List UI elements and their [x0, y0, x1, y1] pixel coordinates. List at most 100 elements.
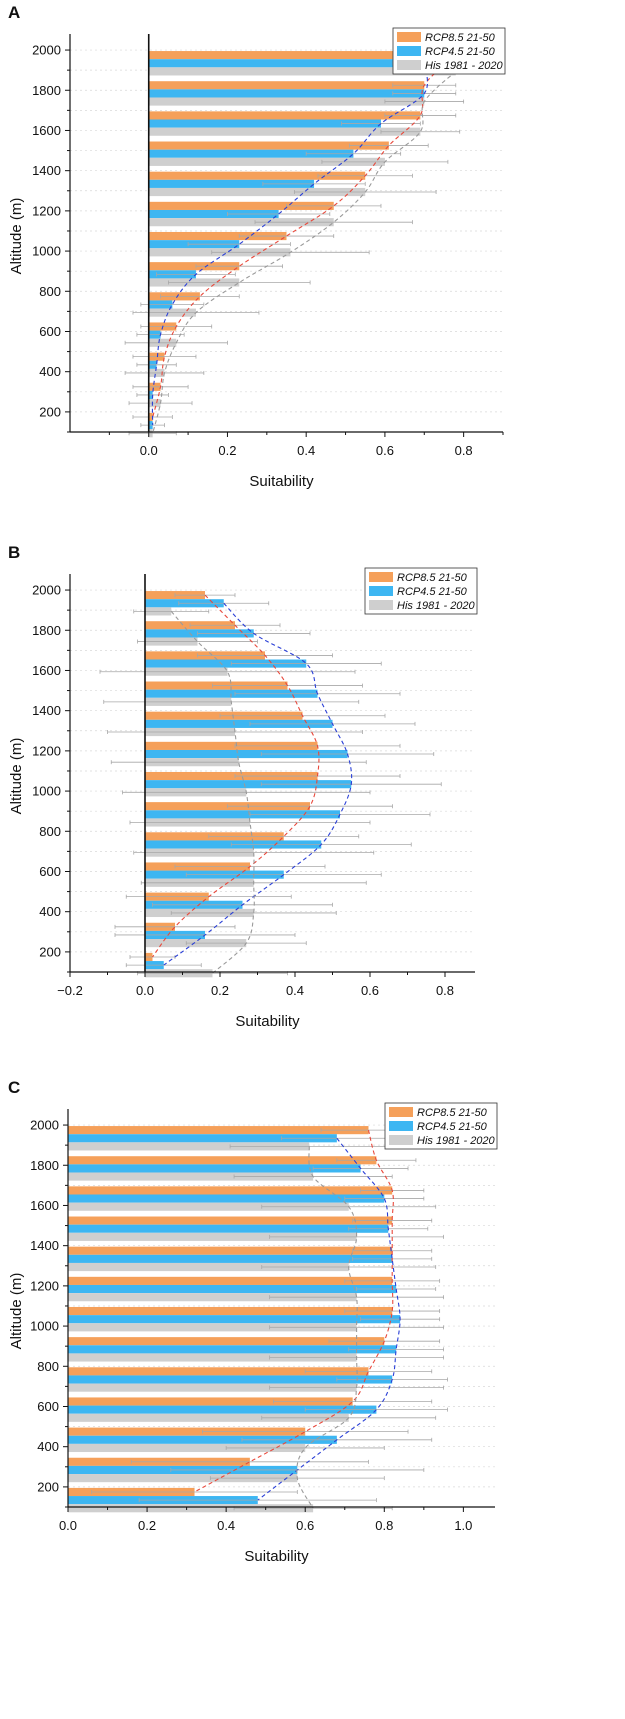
bar-his: [68, 1323, 357, 1332]
bar-rcp45: [68, 1345, 397, 1354]
x-tick-label: 0.0: [136, 983, 154, 998]
legend: RCP8.5 21-50 RCP4.5 21-50 His 1981 - 2020: [392, 27, 506, 75]
y-tick-label: 200: [39, 944, 61, 959]
bar-his: [148, 218, 334, 227]
legend-swatch-his: [389, 1135, 413, 1145]
legend-label: RCP4.5 21-50: [397, 586, 468, 598]
bar-rcp45: [68, 1315, 401, 1324]
y-tick-label: 1000: [30, 1319, 59, 1334]
bar-rcp85: [68, 1367, 369, 1376]
trend-line-rcp85: [152, 594, 320, 958]
legend: RCP8.5 21-50 RCP4.5 21-50 His 1981 - 2020: [364, 567, 478, 615]
y-tick-label: 1200: [30, 1278, 59, 1293]
bar-rcp45: [68, 1194, 385, 1203]
x-tick-label: 0.0: [59, 1518, 77, 1533]
bar-rcp85: [68, 1246, 393, 1255]
bar-rcp85: [68, 1156, 377, 1165]
trend-line-his: [296, 1146, 358, 1509]
x-tick-label: 0.0: [140, 443, 158, 458]
trend-line-rcp45: [257, 1137, 401, 1501]
bar-rcp45: [68, 1435, 337, 1444]
bar-his: [148, 127, 421, 136]
legend-label: RCP4.5 21-50: [417, 1121, 488, 1133]
legend-label: His 1981 - 2020: [425, 60, 504, 72]
trend-line-his: [152, 70, 457, 434]
x-tick-label: 0.8: [375, 1518, 393, 1533]
y-tick-label: 1200: [32, 743, 61, 758]
y-tick-label: 1200: [32, 203, 61, 218]
bar-rcp85: [145, 741, 318, 750]
y-axis-title: Altitude (m): [8, 738, 25, 815]
bar-rcp85: [148, 171, 366, 180]
legend-swatch-rcp45: [397, 46, 421, 56]
bar-his: [68, 1172, 314, 1181]
legend: RCP8.5 21-50 RCP4.5 21-50 His 1981 - 2020: [384, 1102, 498, 1150]
y-tick-label: 400: [37, 1439, 59, 1454]
x-tick-label: 0.6: [361, 983, 379, 998]
y-tick-label: 800: [39, 824, 61, 839]
x-axis-title: Suitability: [249, 473, 314, 490]
legend-swatch-his: [397, 60, 421, 70]
legend-swatch-rcp45: [369, 586, 393, 596]
bar-rcp45: [68, 1284, 397, 1294]
bar-rcp45: [148, 119, 381, 128]
legend-swatch-rcp85: [389, 1107, 413, 1117]
bar-rcp85: [68, 1216, 393, 1225]
y-tick-label: 800: [37, 1359, 59, 1374]
legend-label: His 1981 - 2020: [417, 1135, 496, 1147]
y-tick-label: 1400: [32, 163, 61, 178]
x-tick-label: 0.2: [138, 1518, 156, 1533]
x-axis-title: Suitability: [244, 1548, 309, 1565]
panel-label: A: [8, 3, 20, 22]
y-tick-label: 200: [37, 1479, 59, 1494]
bar-rcp85: [148, 51, 456, 60]
bar-rcp45: [145, 719, 333, 728]
y-tick-label: 1800: [32, 623, 61, 638]
bar-rcp85: [148, 231, 287, 241]
y-tick-label: 1000: [32, 244, 61, 259]
bar-rcp45: [145, 749, 348, 759]
legend-label: RCP8.5 21-50: [397, 572, 468, 584]
y-tick-label: 1800: [30, 1158, 59, 1173]
legend-label: His 1981 - 2020: [397, 600, 476, 612]
bar-rcp45: [68, 1164, 361, 1173]
legend-swatch-rcp85: [369, 572, 393, 582]
bar-rcp85: [68, 1276, 393, 1285]
bar-his: [68, 1202, 349, 1211]
bar-rcp45: [145, 659, 307, 668]
bar-rcp45: [68, 1224, 389, 1233]
bar-his: [68, 1443, 306, 1453]
bar-rcp45: [68, 1254, 393, 1263]
bar-rcp45: [148, 179, 315, 188]
x-tick-label: 0.4: [286, 983, 304, 998]
y-tick-label: 200: [39, 404, 61, 419]
y-tick-label: 1400: [30, 1238, 59, 1253]
bar-his: [148, 157, 385, 166]
bar-his: [68, 1474, 298, 1483]
bar-rcp85: [68, 1186, 393, 1195]
y-tick-label: 2000: [32, 43, 61, 58]
y-tick-label: 600: [39, 324, 61, 339]
x-tick-label: 0.6: [376, 443, 394, 458]
legend-swatch-his: [369, 600, 393, 610]
bar-his: [68, 1413, 349, 1422]
trend-line-rcp85: [194, 1129, 394, 1493]
bar-rcp85: [148, 262, 240, 271]
bar-his: [68, 1383, 357, 1392]
x-tick-label: 0.8: [455, 443, 473, 458]
trend-line-his: [170, 611, 255, 974]
bar-rcp45: [145, 780, 352, 789]
legend-swatch-rcp45: [389, 1121, 413, 1131]
y-tick-label: 400: [39, 904, 61, 919]
x-tick-label: −0.2: [57, 983, 83, 998]
y-tick-label: 1600: [32, 663, 61, 678]
y-axis-title: Altitude (m): [8, 198, 25, 275]
bar-his: [148, 187, 366, 197]
bar-his: [68, 1293, 357, 1302]
bar-rcp45: [148, 209, 279, 219]
legend-label: RCP4.5 21-50: [425, 46, 496, 58]
y-tick-label: 400: [39, 364, 61, 379]
x-axis-title: Suitability: [235, 1013, 300, 1030]
bar-his: [68, 1232, 357, 1241]
